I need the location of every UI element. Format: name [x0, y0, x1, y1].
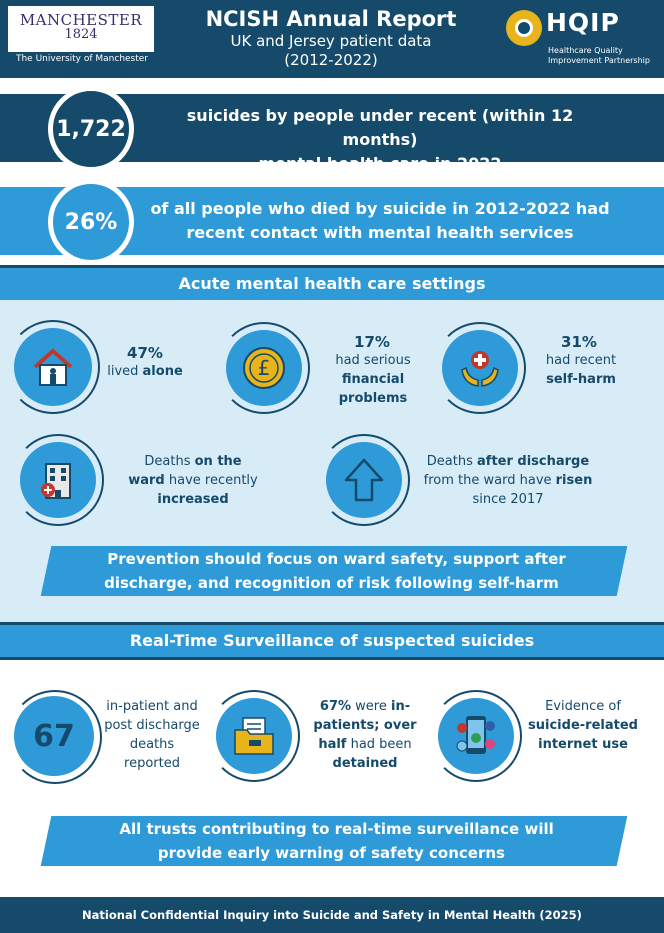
icon-ring: [218, 322, 310, 414]
stat-2-text: of all people who died by suicide in 201…: [150, 197, 610, 245]
report-subtitle-1: UK and Jersey patient data: [230, 32, 432, 50]
hqip-logo-icon: [506, 10, 542, 46]
phone-social-icon: [438, 698, 514, 774]
icon-ring: [430, 690, 522, 782]
ward-l2a: ward: [128, 473, 165, 488]
discharge-l2b: risen: [555, 473, 593, 488]
rts-count-l3: deaths: [129, 737, 175, 752]
rts-count-text: in-patient and post discharge deaths rep…: [98, 697, 206, 773]
stat-1-line-1: suicides by people under recent (within …: [186, 106, 574, 149]
selfharm-line-1: had recent: [545, 353, 617, 368]
hospital-icon: [20, 442, 96, 518]
house-person-icon: [14, 328, 92, 406]
alone-text: lived alone: [100, 362, 190, 381]
internet-l1: Evidence of: [545, 699, 621, 714]
icon-ring: [318, 434, 410, 526]
inpatient-l3a: half: [318, 737, 347, 752]
stat-2-line-1: of all people who died by suicide in 201…: [150, 199, 610, 218]
inpatient-l1b: were: [351, 699, 391, 714]
discharge-l1b: after discharge: [477, 454, 590, 469]
internet-l2: suicide-related: [528, 718, 638, 733]
rts-count-l2: post discharge: [104, 718, 200, 733]
university-subtitle: The University of Manchester: [15, 54, 149, 64]
financial-percent: 17%: [354, 333, 390, 351]
prevention-line-1: Prevention should focus on ward safety, …: [107, 550, 566, 568]
surveillance-line-2: provide early warning of safety concerns: [157, 844, 505, 862]
surveillance-banner: All trusts contributing to real-time sur…: [40, 816, 628, 866]
alone-percent: 47%: [127, 344, 163, 362]
ward-l2b: have recently: [164, 473, 258, 488]
icon-ring: [434, 322, 526, 414]
university-logo: MANCHESTER 1824: [8, 6, 154, 52]
selfharm-text: had recent self-harm: [534, 351, 628, 389]
acute-section-heading: Acute mental health care settings: [0, 268, 664, 300]
hands-cross-icon: [442, 330, 518, 406]
rts-section-heading: Real-Time Surveillance of suspected suic…: [0, 625, 664, 657]
inpatient-l1c: in-: [390, 699, 411, 714]
icon-ring: [208, 690, 300, 782]
folder-document-icon: [216, 698, 292, 774]
footer: National Confidential Inquiry into Suici…: [0, 897, 664, 933]
financial-bold-1: financial: [341, 372, 405, 387]
financial-line-1: had serious: [335, 353, 411, 368]
hqip-subtitle: Healthcare Quality Improvement Partnersh…: [548, 46, 650, 65]
icon-ring: [8, 690, 102, 784]
discharge-l1a: Deaths: [426, 454, 478, 469]
prevention-banner: Prevention should focus on ward safety, …: [40, 546, 628, 596]
inpatient-l4: detained: [332, 756, 398, 771]
discharge-text: Deaths after discharge from the ward hav…: [418, 452, 598, 509]
stat-1-line-2: mental health care in 2022: [258, 154, 502, 173]
inpatient-l2: patients; over: [313, 718, 417, 733]
stat-1-value: 1,722: [48, 86, 134, 172]
internet-text: Evidence of suicide-related internet use: [520, 697, 646, 754]
ward-l1a: Deaths: [144, 454, 195, 469]
inpatient-text: 67% were in- patients; over half had bee…: [310, 697, 420, 773]
ward-l1b: on the: [194, 454, 242, 469]
prevention-line-2: discharge, and recognition of risk follo…: [104, 574, 559, 592]
rts-count: 67: [14, 696, 94, 776]
university-name: MANCHESTER: [19, 11, 143, 29]
report-title-block: NCISH Annual Report UK and Jersey patien…: [170, 6, 492, 70]
ward-l3: increased: [157, 492, 229, 507]
stat-2-line-2: recent contact with mental health servic…: [186, 223, 574, 242]
hqip-name: HQIP: [546, 8, 620, 37]
stat-2-value: 26%: [48, 179, 134, 265]
divider: [0, 657, 664, 660]
internet-l3: internet use: [538, 737, 628, 752]
alone-label: lived: [107, 364, 143, 379]
financial-bold-2: problems: [338, 391, 408, 406]
icon-ring: [12, 434, 104, 526]
alone-bold: alone: [142, 364, 183, 379]
report-subtitle-2: (2012-2022): [284, 51, 378, 69]
svg-text:£: £: [258, 356, 271, 380]
selfharm-bold: self-harm: [546, 372, 616, 387]
discharge-l2a: from the ward have: [423, 473, 556, 488]
icon-ring: [6, 320, 100, 414]
stat-1-text: suicides by people under recent (within …: [150, 104, 610, 176]
inpatient-l3b: had been: [346, 737, 412, 752]
inpatient-l1a: 67%: [319, 699, 352, 714]
report-title: NCISH Annual Report: [205, 7, 457, 31]
rts-count-l1: in-patient and: [106, 699, 198, 714]
financial-text: had serious financial problems: [318, 351, 428, 408]
selfharm-percent: 31%: [561, 333, 597, 351]
surveillance-line-1: All trusts contributing to real-time sur…: [119, 820, 554, 838]
arrow-up-icon: [326, 442, 402, 518]
ward-text: Deaths on the ward have recently increas…: [118, 452, 268, 509]
pound-coin-icon: £: [226, 330, 302, 406]
divider: [0, 265, 664, 268]
discharge-l3: since 2017: [472, 492, 544, 507]
rts-count-l4: reported: [124, 756, 180, 771]
divider: [0, 622, 664, 625]
university-year: 1824: [64, 27, 98, 42]
